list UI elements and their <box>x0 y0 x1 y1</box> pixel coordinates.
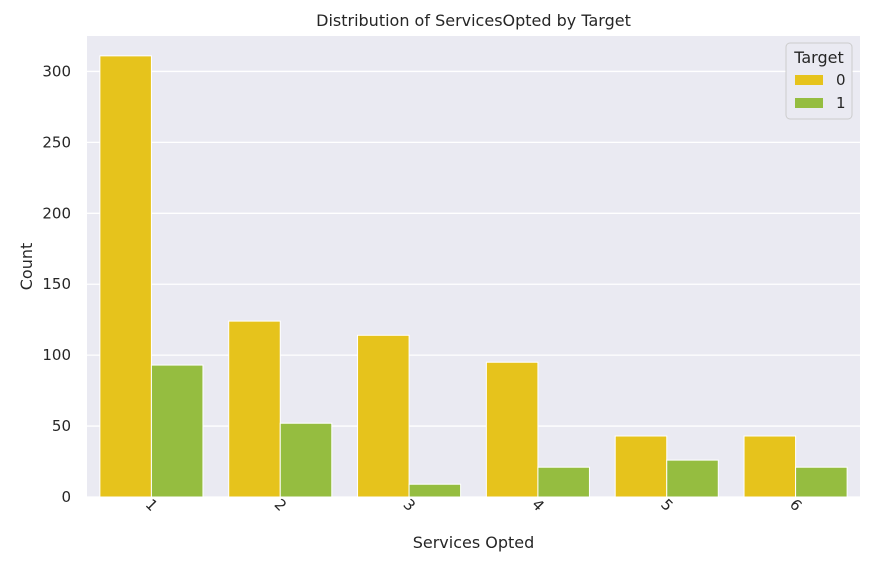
bar-target-0-cat-6 <box>743 435 797 498</box>
legend-swatch-1 <box>795 98 823 108</box>
y-tick-label: 200 <box>42 204 71 222</box>
x-tick-label: 3 <box>400 495 419 514</box>
y-axis-label: Count <box>17 243 36 291</box>
x-axis-ticks: 1 2 3 4 5 6 <box>142 495 806 514</box>
legend-items: 01 <box>795 71 846 112</box>
bar-target-1-cat-5 <box>666 459 719 498</box>
bar-target-0-cat-3 <box>357 334 410 498</box>
legend: Target 01 <box>785 42 853 120</box>
legend-label-1: 1 <box>836 94 846 112</box>
bar-target-0-cat-4 <box>485 361 539 498</box>
bar-target-0-cat-5 <box>614 435 668 498</box>
bar-target-1-cat-6 <box>795 466 848 498</box>
bar-target-1-cat-3 <box>408 483 462 498</box>
bar-target-0-cat-2 <box>228 320 281 498</box>
bar-target-1-cat-2 <box>279 422 333 498</box>
x-tick-label: 6 <box>786 495 805 514</box>
y-tick-label: 250 <box>42 133 71 151</box>
bars <box>99 55 848 498</box>
gridlines <box>87 70 860 498</box>
y-tick-label: 0 <box>61 488 71 506</box>
y-tick-label: 100 <box>42 346 71 364</box>
bar-target-0-cat-1 <box>99 55 152 498</box>
y-axis-ticks: 0 50 100 150 200 250 300 <box>42 62 71 506</box>
bar-target-1-cat-4 <box>537 466 590 498</box>
bar-target-1-cat-1 <box>150 364 204 498</box>
x-tick-label: 1 <box>142 495 161 514</box>
chart-title: Distribution of ServicesOpted by Target <box>316 11 631 30</box>
x-tick-label: 4 <box>528 495 547 514</box>
legend-title: Target <box>793 48 844 67</box>
y-tick-label: 150 <box>42 275 71 293</box>
plot-area <box>87 36 860 497</box>
x-tick-label: 5 <box>657 495 676 514</box>
x-tick-label: 2 <box>271 495 290 514</box>
legend-swatch-0 <box>795 75 823 85</box>
y-tick-label: 300 <box>42 62 71 80</box>
y-tick-label: 50 <box>52 417 71 435</box>
x-axis-label: Services Opted <box>413 533 535 552</box>
legend-label-0: 0 <box>836 71 846 89</box>
